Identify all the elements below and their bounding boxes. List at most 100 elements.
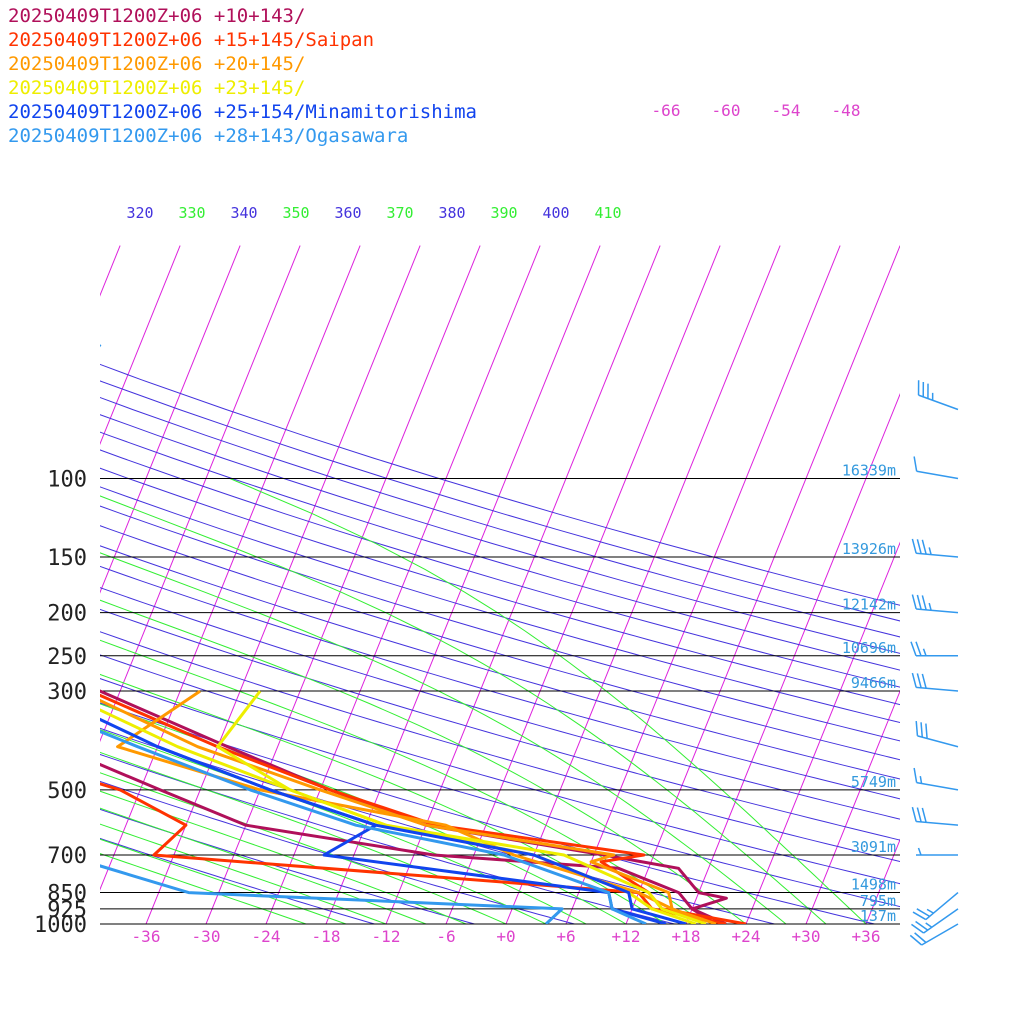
upper-isotherm-label: -66 — [652, 101, 681, 120]
wind-barb-flag — [916, 539, 922, 554]
wind-barb-staff — [923, 908, 959, 934]
wind-barb-flag — [925, 723, 928, 739]
upper-isotherm-label: -60 — [712, 101, 741, 120]
wind-barb-half-flag — [928, 602, 932, 611]
wind-barb — [911, 594, 959, 614]
height-label: 10696m — [842, 639, 896, 657]
height-label: 3091m — [851, 838, 896, 856]
temperature-tick-label: -30 — [192, 927, 221, 946]
isotherm-line — [805, 690, 900, 924]
pressure-label: 250 — [47, 645, 87, 670]
temperature-tick-label: +6 — [556, 927, 575, 946]
wind-barb — [912, 891, 959, 921]
wind-barb-flag — [913, 767, 918, 783]
legend-entry: 20250409T1200Z+06 +25+154/Minamitorishim… — [8, 101, 477, 123]
wind-barb — [909, 923, 959, 946]
temperature-tick-label: +30 — [792, 927, 821, 946]
wind-barb-flag — [921, 595, 927, 611]
temperature-profile-line — [100, 344, 647, 924]
dry-adiabat-line — [100, 678, 900, 908]
wind-barb-flag — [910, 641, 917, 657]
dry-adiabat-line — [100, 449, 900, 688]
temperature-profile-line — [100, 689, 728, 924]
wind-barb-half-flag — [926, 908, 934, 914]
temperature-tick-label: -36 — [132, 927, 161, 946]
dry-adiabat-line — [100, 780, 577, 924]
wind-barb-flag — [913, 456, 918, 472]
wind-barb-staff — [916, 686, 959, 692]
wind-barb-half-flag — [925, 922, 933, 928]
pressure-label: 925 — [47, 898, 87, 923]
upper-isotherm-label: -54 — [772, 101, 801, 120]
upper-isotherm-label: -48 — [832, 101, 861, 120]
wind-barbs — [909, 380, 959, 946]
isotherm-line — [685, 393, 900, 924]
dry-adiabat-line — [100, 505, 900, 742]
pressure-label: 200 — [47, 602, 87, 627]
wind-barb — [915, 720, 959, 748]
wind-barb-half-flag — [928, 547, 932, 555]
wind-barb-flag — [911, 538, 917, 554]
wind-barb-flag — [911, 594, 917, 610]
isotherm-line — [100, 245, 121, 297]
wind-barb — [911, 672, 959, 692]
pressure-label: 700 — [47, 844, 87, 869]
wind-barb-staff — [916, 552, 959, 558]
temperature-tick-label: -18 — [312, 927, 341, 946]
dry-adiabat-lines — [100, 363, 900, 924]
pressure-label: 300 — [47, 680, 87, 705]
dry-adiabat-line — [100, 525, 900, 761]
dry-adiabat-line — [100, 380, 900, 622]
legend-entry: 20250409T1200Z+06 +28+143/Ogasawara — [8, 125, 409, 147]
wind-barb — [910, 641, 958, 657]
height-label: 795m — [860, 892, 896, 910]
dry-adiabat-line — [100, 808, 477, 924]
wind-barb-flag — [911, 806, 917, 822]
moist-adiabat-line — [229, 478, 867, 924]
theta-label: 360 — [334, 204, 361, 222]
wind-barb-flag — [915, 641, 922, 657]
wind-barb-staff — [916, 608, 959, 614]
wind-barb-half-flag — [919, 776, 923, 784]
wind-barb-flag — [915, 720, 919, 736]
wind-barb-flag — [909, 934, 923, 946]
dry-adiabat-line — [100, 631, 900, 863]
theta-label: 340 — [230, 204, 257, 222]
wind-barb-staff — [917, 735, 959, 748]
isotherm-line — [565, 245, 841, 924]
wind-barb — [911, 806, 959, 826]
theta-label: 410 — [594, 204, 621, 222]
isotherm-line — [100, 245, 181, 446]
legend-entry: 20250409T1200Z+06 +15+145/Saipan — [8, 29, 375, 51]
wind-barb-staff — [916, 781, 959, 791]
isotherm-line — [145, 245, 421, 924]
dry-adiabat-line — [100, 565, 900, 800]
temperature-tick-label: +0 — [496, 927, 515, 946]
wind-barb — [911, 908, 959, 934]
temperature-profile-line — [100, 698, 717, 924]
height-label: 16339m — [842, 462, 896, 480]
wind-barb-flag — [911, 923, 925, 934]
pressure-label: 850 — [47, 882, 87, 907]
theta-label: 400 — [542, 204, 569, 222]
temperature-tick-label: -6 — [436, 927, 455, 946]
sounding-profiles — [100, 344, 747, 924]
temperature-tick-label: +36 — [852, 927, 881, 946]
dry-adiabat-line — [100, 414, 900, 654]
legend-entry: 20250409T1200Z+06 +20+145/ — [8, 53, 306, 75]
dry-adiabat-line — [100, 837, 377, 924]
wind-barb-flag — [920, 722, 924, 738]
theta-label: 370 — [386, 204, 413, 222]
wind-barb-staff — [925, 891, 959, 921]
isotherm-line — [625, 245, 900, 924]
theta-label: 350 — [282, 204, 309, 222]
wind-barb-flag — [921, 539, 927, 555]
height-label: 1498m — [851, 876, 896, 894]
dry-adiabat-line — [100, 587, 900, 820]
wind-barb-flag — [911, 672, 917, 688]
wind-barb — [917, 380, 959, 411]
dry-adiabat-line — [100, 654, 900, 885]
wind-barb-staff — [918, 394, 959, 411]
